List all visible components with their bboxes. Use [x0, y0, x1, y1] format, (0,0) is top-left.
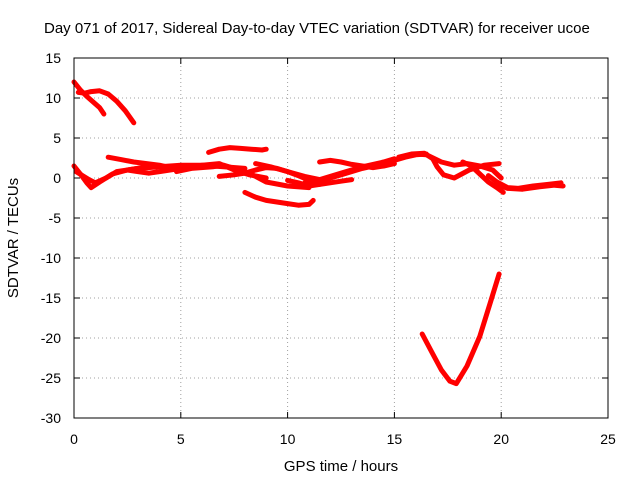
- data-series-group: [71, 79, 566, 387]
- series-arc-g: [174, 162, 312, 191]
- tick-labels: 0 5 10 15 20 25 -30 -25 -20 -15 -10 -5 0 5 10 15: [41, 50, 616, 447]
- y-tick-label: 15: [45, 50, 61, 66]
- series-arc-a: [71, 79, 107, 117]
- axis-ticks: [73, 57, 609, 419]
- series-arc-n: [285, 177, 355, 189]
- x-tick-label: 25: [600, 431, 616, 447]
- x-tick-label: 15: [387, 431, 403, 447]
- series-arc-p: [413, 151, 504, 181]
- chart-title: Day 071 of 2017, Sidereal Day-to-day VTE…: [44, 20, 590, 37]
- series-arc-q: [460, 159, 506, 195]
- series-arc-b: [75, 88, 137, 126]
- y-tick-label: 0: [53, 170, 61, 186]
- y-tick-label: -5: [49, 210, 62, 226]
- x-tick-label: 5: [177, 431, 185, 447]
- x-axis-title: GPS time / hours: [284, 458, 398, 475]
- series-arc-t: [419, 271, 502, 387]
- series-arc-m: [317, 157, 397, 171]
- y-tick-label: -20: [41, 330, 61, 346]
- x-tick-label: 10: [280, 431, 296, 447]
- y-axis-title: SDTVAR / TECUs: [5, 178, 22, 298]
- series-arc-s: [494, 181, 566, 192]
- y-tick-label: -10: [41, 250, 61, 266]
- y-tick-label: 10: [45, 90, 61, 106]
- y-tick-label: 5: [53, 130, 61, 146]
- y-tick-label: -30: [41, 410, 61, 426]
- plot-frame: [73, 57, 609, 419]
- x-tick-label: 20: [493, 431, 509, 447]
- x-tick-label: 0: [70, 431, 78, 447]
- y-tick-label: -25: [41, 370, 61, 386]
- series-arc-h: [206, 145, 269, 155]
- y-tick-label: -15: [41, 290, 61, 306]
- series-arc-j: [242, 189, 316, 208]
- grid-lines: [74, 58, 608, 418]
